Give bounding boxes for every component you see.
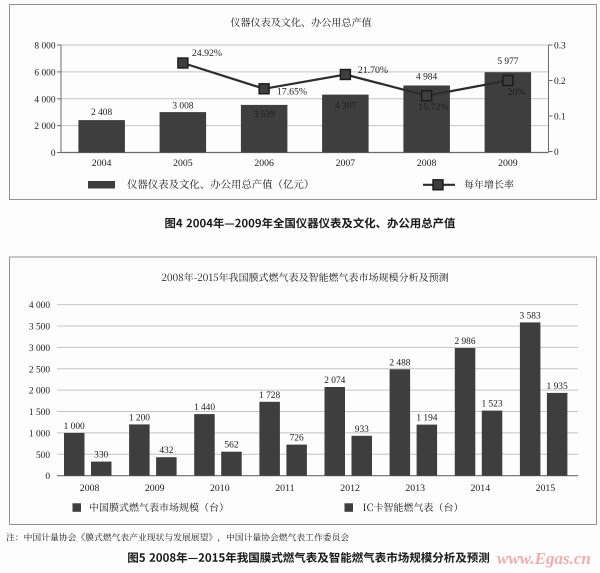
svg-text:0: 0 [51, 149, 56, 159]
svg-text:2 986: 2 986 [454, 337, 475, 347]
svg-text:2009: 2009 [145, 483, 165, 494]
svg-text:3 500: 3 500 [29, 322, 50, 332]
svg-text:1 500: 1 500 [29, 408, 50, 418]
svg-text:726: 726 [290, 434, 304, 444]
svg-text:2 408: 2 408 [91, 108, 112, 118]
svg-text:3 000: 3 000 [29, 344, 50, 354]
svg-text:8 000: 8 000 [34, 42, 55, 52]
svg-text:500: 500 [36, 451, 50, 461]
svg-text:0.3: 0.3 [554, 42, 566, 52]
svg-text:2010: 2010 [210, 483, 230, 494]
svg-text:4 307: 4 307 [335, 102, 356, 112]
svg-text:2005: 2005 [173, 158, 193, 169]
svg-text:3 583: 3 583 [520, 311, 541, 321]
svg-text:2014: 2014 [471, 483, 491, 494]
svg-text:2 074: 2 074 [324, 376, 345, 386]
svg-text:4 984: 4 984 [416, 73, 437, 83]
svg-text:2006: 2006 [254, 158, 274, 169]
svg-text:933: 933 [355, 425, 369, 435]
svg-text:0.2: 0.2 [554, 77, 566, 87]
svg-text:1 935: 1 935 [547, 382, 568, 392]
svg-text:2013: 2013 [405, 483, 425, 494]
svg-text:330: 330 [94, 451, 108, 461]
svg-text:1 194: 1 194 [416, 414, 437, 424]
svg-text:1 000: 1 000 [29, 429, 50, 439]
svg-text:6 000: 6 000 [34, 68, 55, 78]
svg-text:1 440: 1 440 [194, 403, 215, 413]
svg-text:2009: 2009 [498, 158, 518, 169]
svg-text:21.70%: 21.70% [358, 65, 388, 76]
svg-text:3 008: 3 008 [172, 101, 193, 111]
svg-text:2 000: 2 000 [34, 122, 55, 132]
svg-text:1 000: 1 000 [64, 422, 85, 432]
svg-text:24.92%: 24.92% [192, 48, 222, 59]
svg-text:20%: 20% [508, 87, 526, 98]
svg-text:562: 562 [224, 441, 238, 451]
svg-text:15.72%: 15.72% [418, 102, 448, 113]
svg-text:5 977: 5 977 [497, 57, 518, 67]
svg-text:432: 432 [159, 446, 173, 456]
svg-text:2008: 2008 [80, 483, 100, 494]
svg-text:0: 0 [45, 472, 50, 482]
svg-text:0: 0 [554, 148, 559, 158]
svg-text:2008: 2008 [417, 158, 437, 169]
svg-text:2 000: 2 000 [29, 387, 50, 397]
svg-text:www.Egas.cn: www.Egas.cn [497, 549, 591, 568]
svg-text:2012: 2012 [340, 483, 360, 494]
svg-text:2004: 2004 [92, 158, 112, 169]
svg-text:1 728: 1 728 [259, 391, 280, 401]
svg-text:1 523: 1 523 [481, 400, 502, 410]
svg-text:17.65%: 17.65% [277, 87, 307, 98]
svg-text:2015: 2015 [536, 483, 556, 494]
svg-text:0.1: 0.1 [554, 113, 566, 123]
svg-text:1 200: 1 200 [129, 413, 150, 423]
svg-text:2 500: 2 500 [29, 365, 50, 375]
svg-text:4 000: 4 000 [34, 95, 55, 105]
svg-text:2007: 2007 [336, 158, 356, 169]
svg-text:2011: 2011 [275, 483, 294, 494]
svg-text:2 488: 2 488 [389, 358, 410, 368]
svg-text:4 000: 4 000 [29, 301, 50, 311]
svg-text:3 539: 3 539 [254, 110, 275, 120]
